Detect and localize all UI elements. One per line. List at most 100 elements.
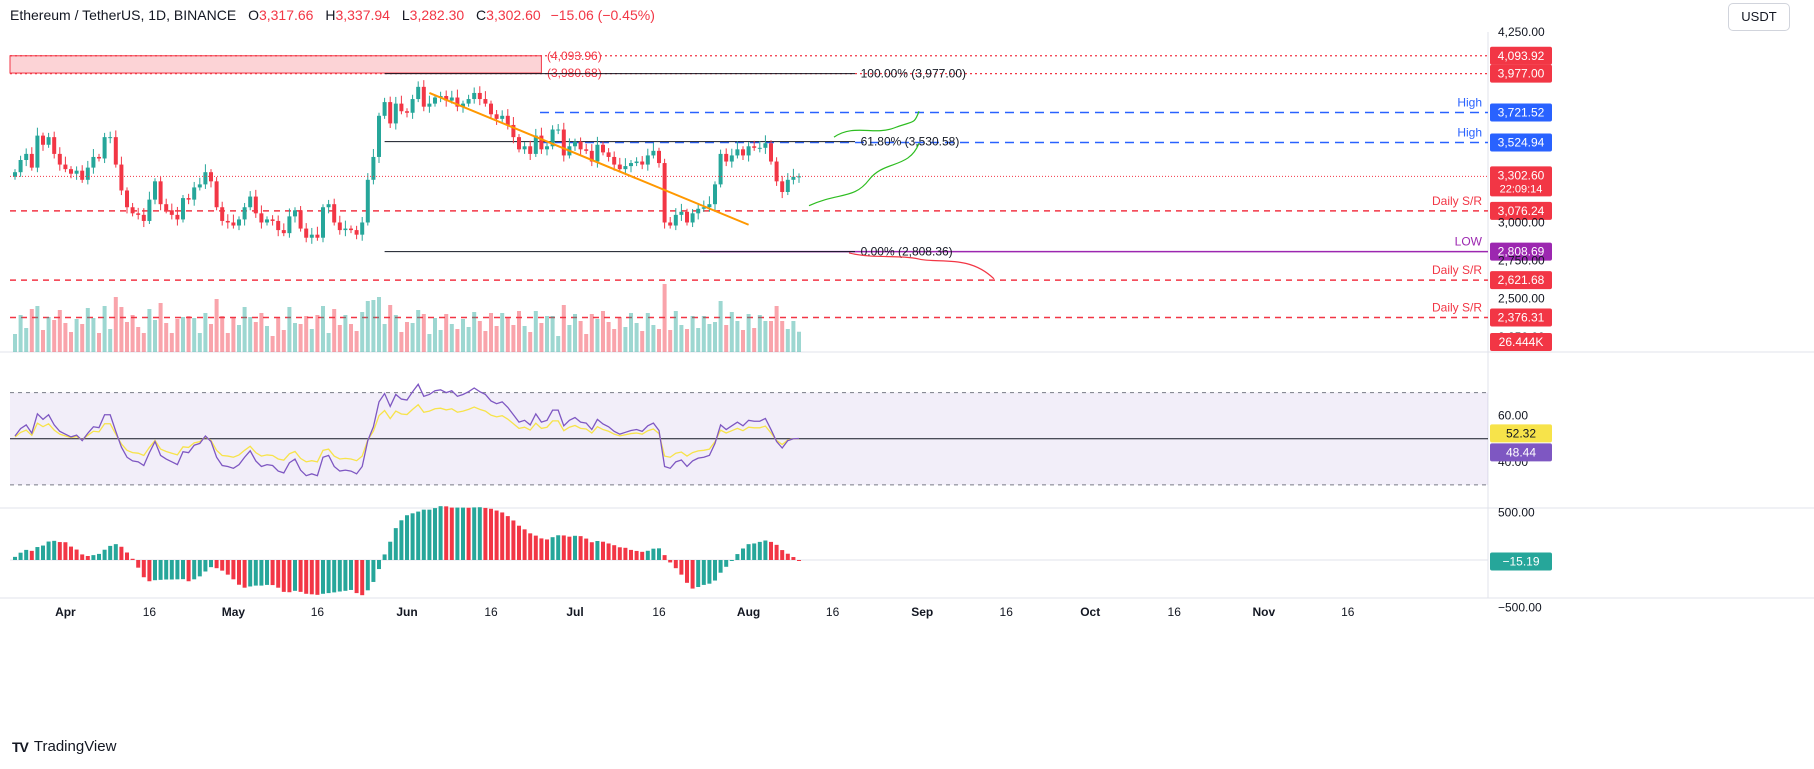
volume-bar bbox=[774, 306, 779, 352]
ao-bar bbox=[578, 536, 583, 560]
candle bbox=[287, 216, 292, 234]
candle bbox=[169, 210, 174, 215]
ao-bar bbox=[584, 538, 589, 560]
volume-bar bbox=[483, 331, 488, 352]
volume-bar bbox=[466, 327, 471, 352]
level-price-badge bbox=[1490, 64, 1552, 83]
volume-bar bbox=[57, 310, 62, 352]
fib-label: 61.80% (3,530.58) bbox=[861, 135, 960, 149]
volume-bar bbox=[522, 326, 527, 352]
candle bbox=[455, 97, 460, 107]
candle bbox=[528, 146, 533, 154]
ao-bar bbox=[337, 560, 342, 592]
volume-bar bbox=[690, 316, 695, 352]
time-axis-tick: Apr bbox=[55, 605, 76, 619]
volume-bar bbox=[724, 325, 729, 352]
ao-bar bbox=[91, 555, 96, 560]
rsi-value: 48.44 bbox=[1506, 445, 1536, 459]
ao-bar bbox=[623, 547, 628, 560]
ao-axis-tick: 500.00 bbox=[1498, 506, 1535, 520]
ao-bar bbox=[438, 506, 443, 560]
ao-bar bbox=[354, 560, 359, 594]
level-price-label: 3,524.94 bbox=[1498, 135, 1545, 149]
rsi-line bbox=[14, 383, 800, 477]
time-axis-tick: May bbox=[222, 605, 246, 619]
ao-bar bbox=[713, 560, 717, 581]
candle bbox=[304, 228, 309, 238]
volume-bar bbox=[181, 317, 185, 352]
candle bbox=[91, 156, 96, 168]
candle bbox=[489, 103, 493, 115]
volume-bar bbox=[136, 327, 141, 352]
candle bbox=[589, 150, 594, 162]
close-label: C bbox=[476, 7, 487, 23]
volume-bar bbox=[696, 328, 701, 352]
open-label: O bbox=[248, 7, 259, 23]
ao-bar bbox=[589, 542, 594, 560]
ao-bar bbox=[550, 537, 555, 560]
bar-countdown: 22:09:14 bbox=[1500, 183, 1543, 195]
candle bbox=[108, 137, 113, 139]
volume-bar bbox=[354, 331, 359, 352]
time-axis-tick: Aug bbox=[737, 605, 760, 619]
volume-bar bbox=[505, 318, 510, 352]
volume-bar bbox=[617, 317, 622, 352]
candle bbox=[617, 164, 622, 170]
ao-bar bbox=[343, 560, 348, 591]
ao-bar bbox=[595, 541, 600, 560]
candle bbox=[29, 153, 34, 168]
currency-button[interactable]: USDT bbox=[1728, 3, 1790, 31]
ao-bar bbox=[477, 507, 482, 560]
volume-bar bbox=[248, 317, 253, 352]
candle bbox=[377, 115, 381, 157]
price-axis-tick: 2,500.00 bbox=[1498, 292, 1545, 306]
candle bbox=[164, 204, 169, 211]
ao-bar bbox=[662, 555, 667, 560]
volume-bar bbox=[214, 299, 219, 352]
volume-bar bbox=[74, 319, 79, 352]
candle bbox=[472, 92, 477, 100]
candle bbox=[449, 97, 454, 101]
candle bbox=[416, 86, 421, 100]
ao-bar bbox=[377, 560, 381, 570]
level-price-badge bbox=[1490, 201, 1552, 220]
volume-bar bbox=[584, 334, 589, 352]
level-tag: High bbox=[1457, 125, 1482, 139]
volume-bar bbox=[573, 314, 577, 352]
volume-bar bbox=[797, 331, 801, 352]
ao-bar bbox=[69, 546, 73, 560]
candle bbox=[601, 144, 605, 153]
volume-bar bbox=[18, 315, 23, 352]
ao-bar bbox=[52, 540, 57, 560]
volume-bar bbox=[197, 333, 202, 352]
volume-bar bbox=[449, 324, 454, 352]
ao-bar bbox=[617, 547, 622, 560]
volume-bar bbox=[242, 307, 247, 352]
volume-bar bbox=[13, 334, 17, 352]
candle bbox=[125, 190, 129, 208]
tradingview-brand[interactable]: TV TradingView bbox=[12, 738, 116, 755]
time-axis-tick: Nov bbox=[1252, 605, 1275, 619]
ao-bar bbox=[679, 560, 684, 575]
ao-bar bbox=[735, 554, 740, 560]
candle bbox=[763, 143, 768, 148]
time-axis-tick: Jun bbox=[396, 605, 417, 619]
ao-bar bbox=[494, 510, 499, 560]
ao-bar bbox=[673, 560, 678, 569]
candle bbox=[203, 172, 208, 185]
ao-bar bbox=[315, 560, 320, 595]
ao-bar bbox=[612, 545, 617, 560]
volume-bar bbox=[337, 325, 342, 352]
volume-bar bbox=[472, 312, 477, 352]
candle bbox=[651, 150, 656, 156]
candle bbox=[186, 198, 191, 200]
volume-bar bbox=[158, 303, 163, 352]
volume-bar bbox=[382, 324, 387, 352]
time-axis-tick: 16 bbox=[311, 605, 325, 619]
ao-bar bbox=[399, 520, 404, 560]
ao-bar bbox=[410, 513, 415, 560]
candle bbox=[461, 103, 465, 107]
candle bbox=[231, 222, 236, 226]
ao-bar bbox=[349, 560, 353, 590]
